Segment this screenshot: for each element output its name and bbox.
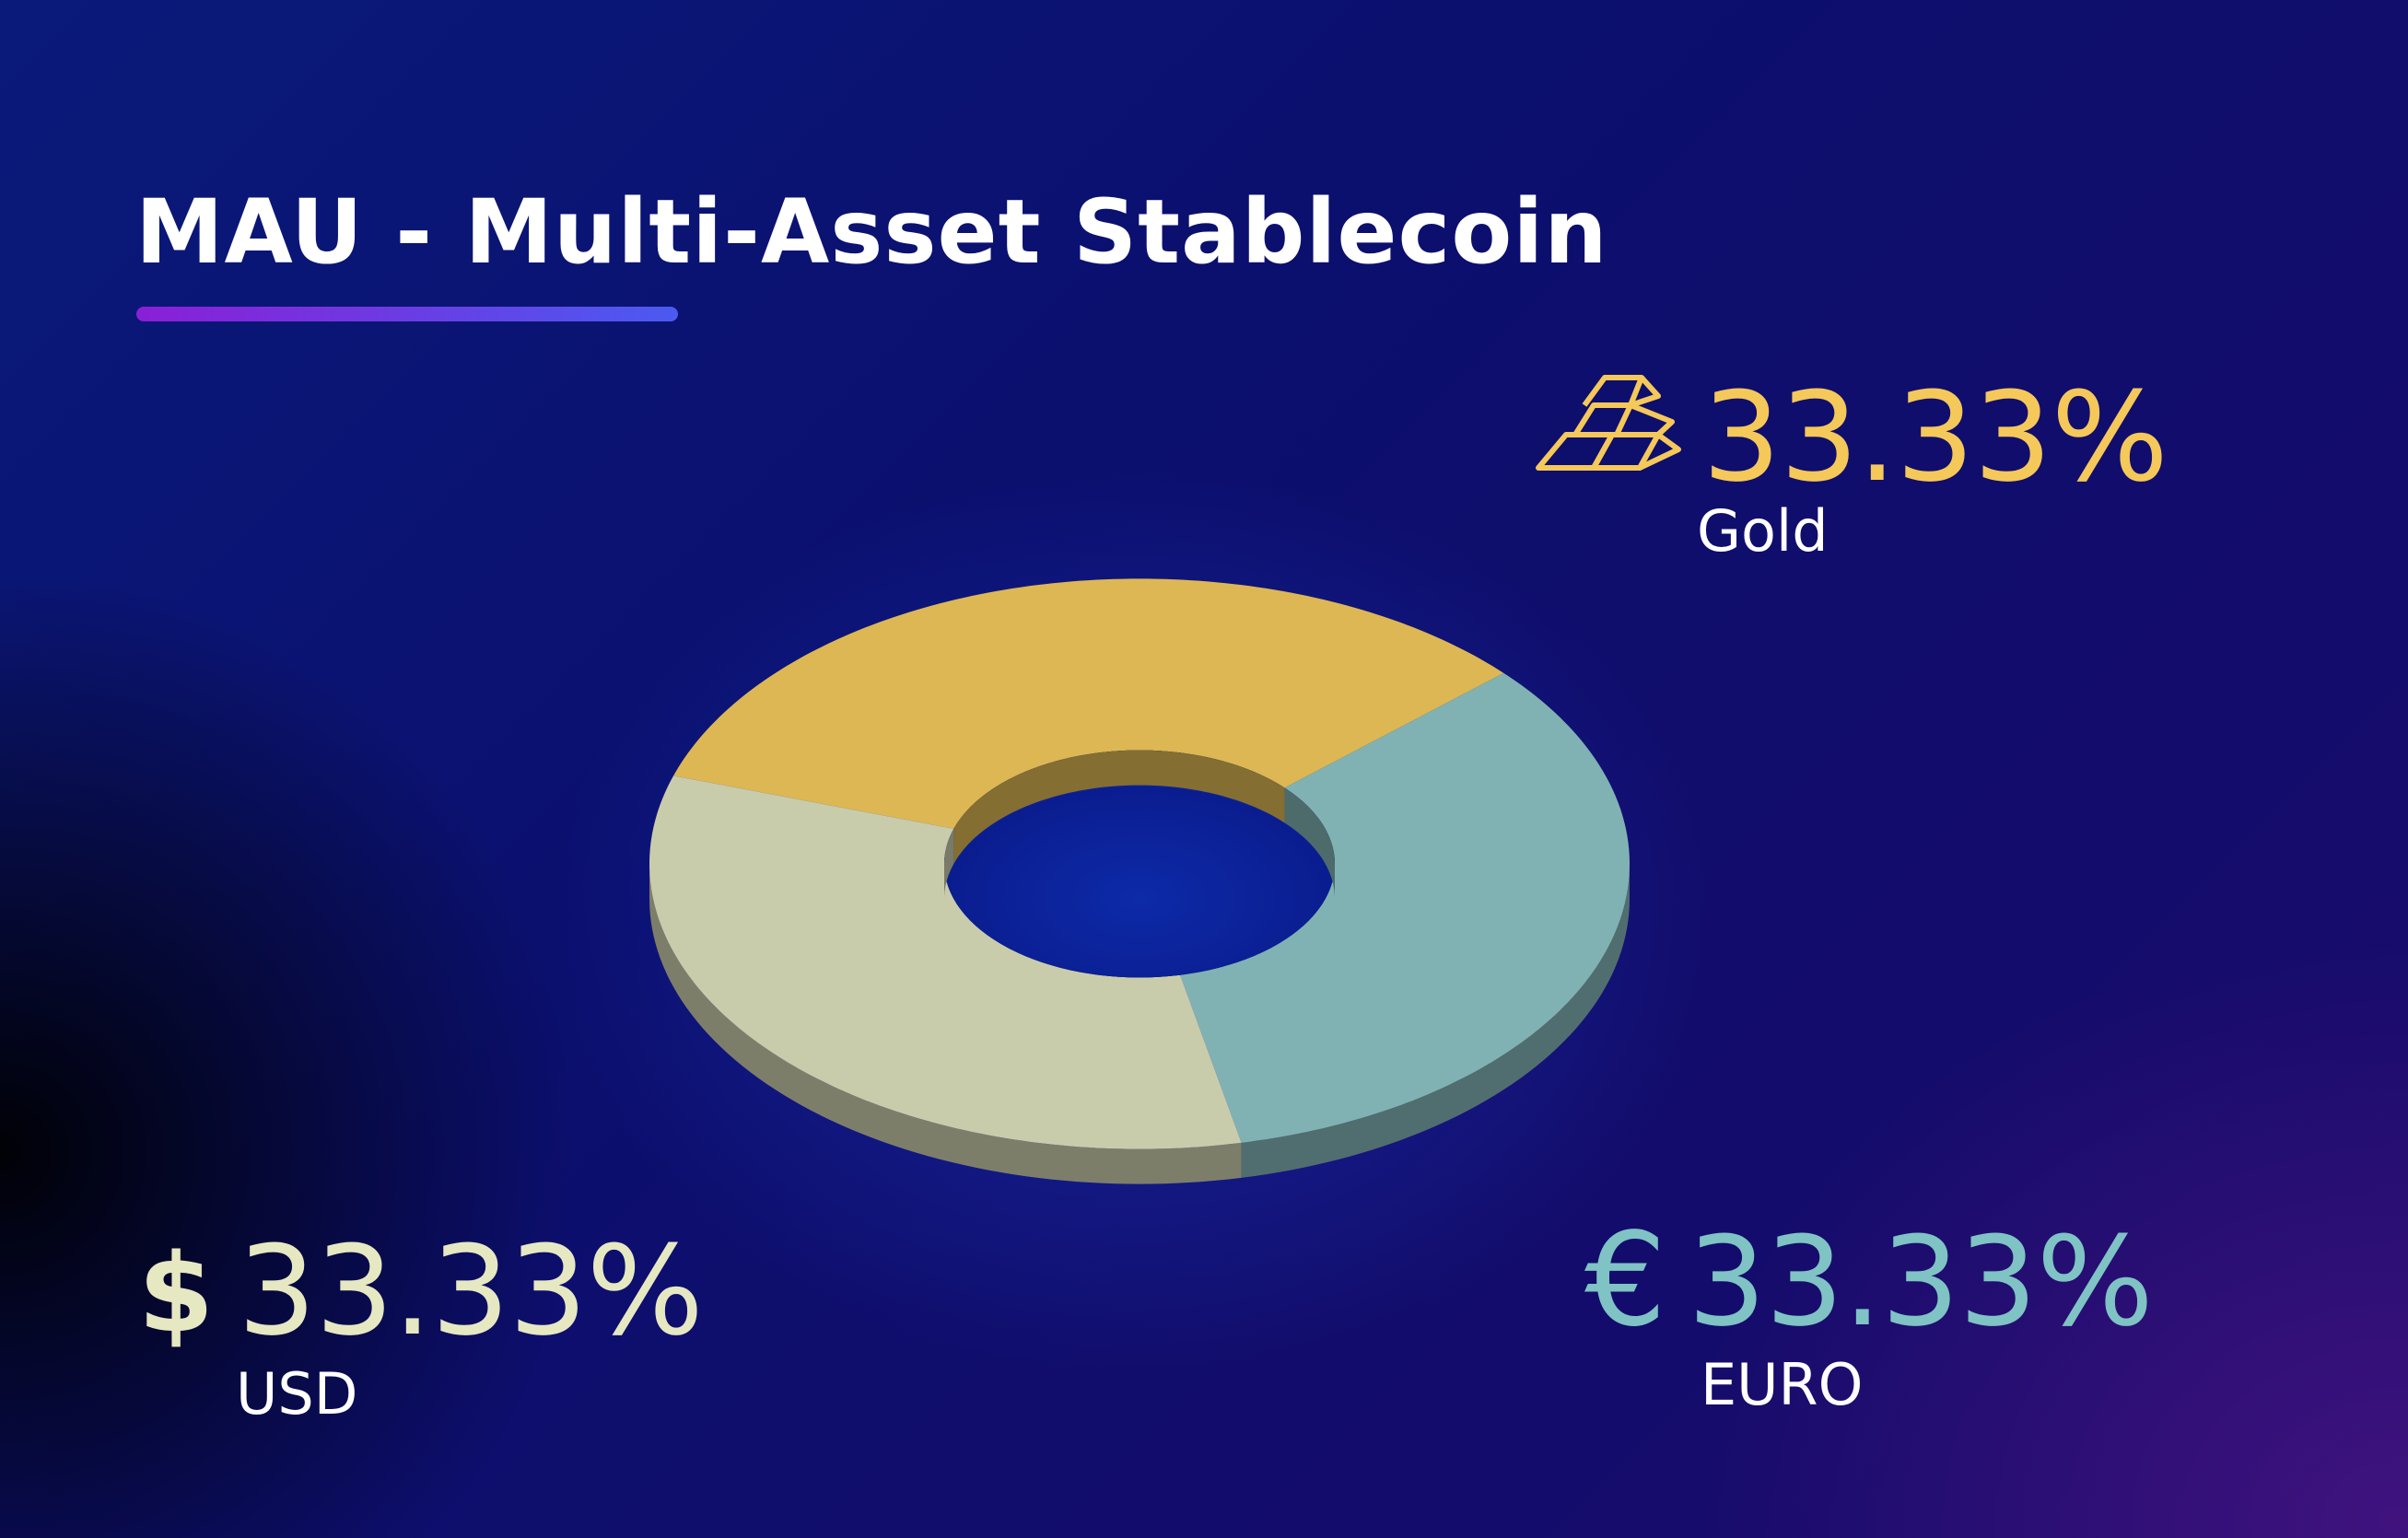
- page-title: MAU - Multi-Asset Stablecoin: [135, 181, 1608, 284]
- donut-hole-floor: [946, 786, 1333, 978]
- slice-euro: [1180, 672, 1630, 1143]
- slice-gold: [673, 578, 1504, 829]
- slice-inner-wall-gold: [953, 750, 1285, 864]
- slice-side-usd: [649, 864, 1242, 1184]
- slice-usd: [649, 775, 1242, 1149]
- slice-inner-wall-usd: [944, 828, 954, 899]
- slice-side-euro: [1241, 864, 1630, 1178]
- gold-percentage: 33.33%: [1702, 366, 2168, 509]
- usd-percentage: 33.33%: [238, 1219, 704, 1363]
- euro-label: EURO: [1701, 1351, 1864, 1418]
- slice-inner-wall-euro: [1284, 787, 1335, 899]
- euro-sign-icon: €: [1584, 1206, 1667, 1356]
- gold-label: Gold: [1697, 497, 1829, 565]
- usd-label: USD: [236, 1360, 358, 1427]
- gold-bars-icon: [1536, 375, 1681, 471]
- dollar-sign-icon: $: [138, 1229, 215, 1357]
- euro-percentage: 33.33%: [1688, 1210, 2154, 1354]
- title-underline: [136, 307, 678, 321]
